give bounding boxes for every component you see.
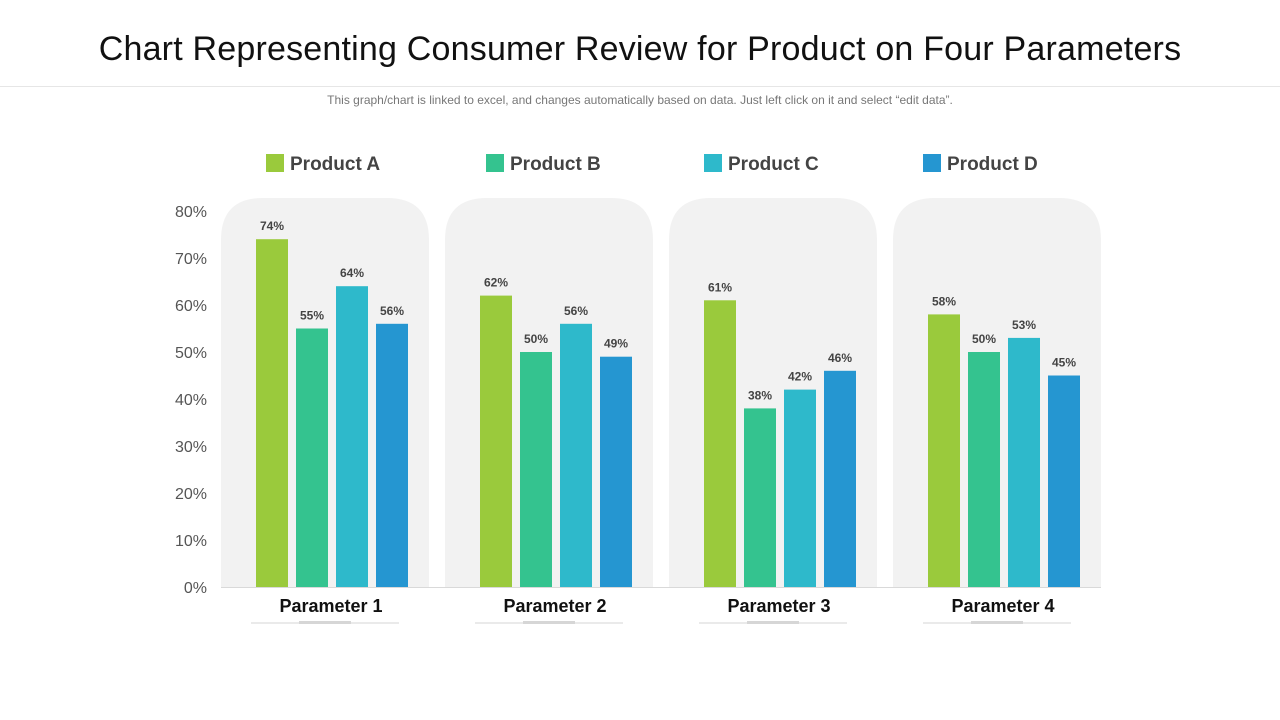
bar xyxy=(968,352,1000,587)
bar xyxy=(1048,375,1080,587)
bar xyxy=(296,328,328,587)
category-underline-accent xyxy=(747,621,799,624)
data-label: 45% xyxy=(1052,356,1076,370)
title-divider xyxy=(0,86,1280,87)
data-label: 74% xyxy=(260,219,284,233)
legend-swatch-product-d xyxy=(923,154,941,172)
data-label: 42% xyxy=(788,370,812,384)
legend-swatch-product-c xyxy=(704,154,722,172)
y-axis: 0% 10% 20% 30% 40% 50% 60% 70% 80% xyxy=(175,204,1101,597)
bar xyxy=(600,356,632,587)
bar xyxy=(744,408,776,587)
y-tick-label: 30% xyxy=(175,439,207,456)
y-tick-label: 20% xyxy=(175,486,207,503)
data-label: 61% xyxy=(708,280,732,294)
y-tick-label: 50% xyxy=(175,345,207,362)
x-tick-label: Parameter 1 xyxy=(279,596,382,616)
category-underline-accent xyxy=(971,621,1023,624)
chart-legend: Product A Product B Product C Product D xyxy=(266,154,1038,175)
bar xyxy=(824,370,856,587)
bar xyxy=(928,314,960,587)
data-label: 50% xyxy=(972,332,996,346)
data-label: 58% xyxy=(932,294,956,308)
y-tick-label: 0% xyxy=(184,580,207,597)
x-tick-label: Parameter 2 xyxy=(503,596,606,616)
bar xyxy=(784,389,816,587)
category-underline-accent xyxy=(523,621,575,624)
data-label: 53% xyxy=(1012,318,1036,332)
bar xyxy=(376,323,408,587)
bar xyxy=(1008,337,1040,587)
page-subtitle: This graph/chart is linked to excel, and… xyxy=(327,93,953,107)
y-tick-label: 40% xyxy=(175,392,207,409)
data-label: 56% xyxy=(380,304,404,318)
page-title: Chart Representing Consumer Review for P… xyxy=(98,30,1182,68)
bar xyxy=(520,352,552,587)
data-label: 55% xyxy=(300,309,324,323)
x-tick-label: Parameter 3 xyxy=(727,596,830,616)
legend-swatch-product-b xyxy=(486,154,504,172)
legend-label-product-b: Product B xyxy=(510,154,601,175)
data-label: 49% xyxy=(604,337,628,351)
y-tick-label: 10% xyxy=(175,533,207,550)
bar xyxy=(256,239,288,587)
legend-swatch-product-a xyxy=(266,154,284,172)
bar xyxy=(480,295,512,587)
bars: 74% 55% 64% 56% 62% 50% 56% 49% 61% 38% 42% 46% 58% 5… xyxy=(256,219,1080,587)
y-tick-label: 60% xyxy=(175,298,207,315)
legend-label-product-d: Product D xyxy=(947,154,1038,175)
data-label: 62% xyxy=(484,276,508,290)
legend-label-product-a: Product A xyxy=(290,154,380,175)
data-label: 56% xyxy=(564,304,588,318)
bar xyxy=(704,300,736,587)
bar xyxy=(336,286,368,587)
y-tick-label: 70% xyxy=(175,251,207,268)
data-label: 50% xyxy=(524,332,548,346)
legend-label-product-c: Product C xyxy=(728,154,819,175)
y-tick-label: 80% xyxy=(175,204,207,221)
x-axis: Parameter 1 Parameter 2 Parameter 3 Paramet… xyxy=(251,596,1071,624)
data-label: 38% xyxy=(748,388,772,402)
data-label: 64% xyxy=(340,266,364,280)
data-label: 46% xyxy=(828,351,852,365)
category-underline-accent xyxy=(299,621,351,624)
bar xyxy=(560,323,592,587)
x-tick-label: Parameter 4 xyxy=(951,596,1054,616)
